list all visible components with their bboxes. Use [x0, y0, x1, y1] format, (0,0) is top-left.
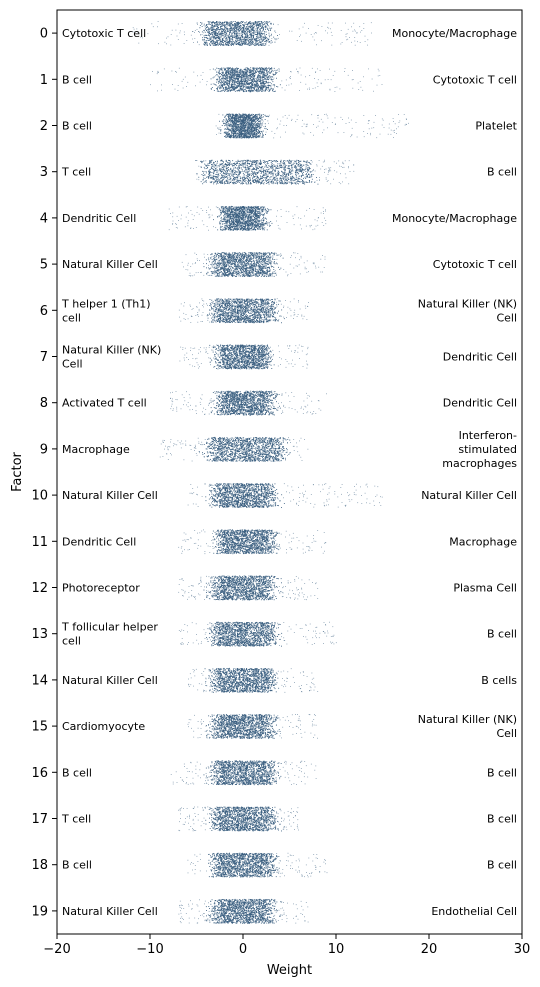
- factor-0-right-label: Monocyte/Macrophage: [392, 27, 517, 40]
- y-tick-label: 18: [31, 858, 48, 873]
- factor-10-right-label: Natural Killer Cell: [421, 489, 517, 502]
- y-tick-label: 11: [31, 535, 48, 550]
- factor-16-left-label: B cell: [62, 766, 92, 779]
- y-tick-label: 12: [31, 581, 48, 596]
- factor-2-left-label: B cell: [62, 120, 92, 133]
- y-tick-label: 13: [31, 627, 48, 642]
- factor-5-right-label: Cytotoxic T cell: [433, 258, 517, 271]
- y-tick-label: 6: [40, 304, 48, 319]
- x-tick-label: 10: [328, 942, 345, 957]
- factor-4-left-label: Dendritic Cell: [62, 212, 136, 225]
- factor-1-right-label: Cytotoxic T cell: [433, 73, 517, 86]
- factor-16-right-label: B cell: [487, 766, 517, 779]
- y-tick-label: 2: [40, 119, 48, 134]
- y-tick-label: 14: [31, 673, 48, 688]
- factor-8-left-label: Activated T cell: [62, 397, 147, 410]
- factor-0-left-label: Cytotoxic T cell: [62, 27, 146, 40]
- factor-8-right-label: Dendritic Cell: [443, 397, 517, 410]
- factor-10-left-label: Natural Killer Cell: [62, 489, 158, 502]
- y-tick-label: 5: [40, 258, 48, 273]
- x-tick-label: 30: [514, 942, 531, 957]
- factor-12-left-label: Photoreceptor: [62, 582, 140, 595]
- factor-14-left-label: Natural Killer Cell: [62, 674, 158, 687]
- factor-12-right-label: Plasma Cell: [453, 582, 517, 595]
- factor-17-left-label: T cell: [61, 813, 91, 826]
- y-tick-label: 4: [40, 211, 48, 226]
- y-tick-label: 15: [31, 720, 48, 735]
- factor-3-right-label: B cell: [487, 166, 517, 179]
- factor-3-left-label: T cell: [61, 166, 91, 179]
- factor-11-right-label: Macrophage: [449, 535, 517, 548]
- factor-5-left-label: Natural Killer Cell: [62, 258, 158, 271]
- y-tick-label: 7: [40, 350, 48, 365]
- y-tick-label: 17: [31, 812, 48, 827]
- factor-7-right-label: Dendritic Cell: [443, 351, 517, 364]
- y-tick-label: 1: [40, 73, 48, 88]
- factor-1-left-label: B cell: [62, 73, 92, 86]
- x-tick-label: −10: [136, 942, 163, 957]
- factor-9-left-label: Macrophage: [62, 443, 130, 456]
- factor-11-left-label: Dendritic Cell: [62, 535, 136, 548]
- x-tick-label: −20: [43, 942, 70, 957]
- y-tick-label: 3: [40, 165, 48, 180]
- x-axis-label: Weight: [267, 963, 312, 978]
- x-tick-label: 20: [421, 942, 438, 957]
- y-tick-label: 10: [31, 489, 48, 504]
- factor-15-left-label: Cardiomyocyte: [62, 720, 145, 733]
- factor-14-right-label: B cells: [481, 674, 517, 687]
- factor-18-left-label: B cell: [62, 859, 92, 872]
- factor-2-right-label: Platelet: [475, 120, 517, 133]
- factor-4-right-label: Monocyte/Macrophage: [392, 212, 517, 225]
- y-tick-label: 9: [40, 442, 48, 457]
- factor-19-right-label: Endothelial Cell: [431, 905, 517, 918]
- y-tick-label: 8: [40, 396, 48, 411]
- factor-17-right-label: B cell: [487, 813, 517, 826]
- factor-19-left-label: Natural Killer Cell: [62, 905, 158, 918]
- y-axis-label: Factor: [10, 451, 25, 491]
- factor-18-right-label: B cell: [487, 859, 517, 872]
- x-tick-label: 0: [239, 942, 247, 957]
- y-tick-label: 19: [31, 904, 48, 919]
- y-tick-label: 16: [31, 766, 48, 781]
- factor-13-right-label: B cell: [487, 628, 517, 641]
- y-tick-label: 0: [40, 27, 48, 42]
